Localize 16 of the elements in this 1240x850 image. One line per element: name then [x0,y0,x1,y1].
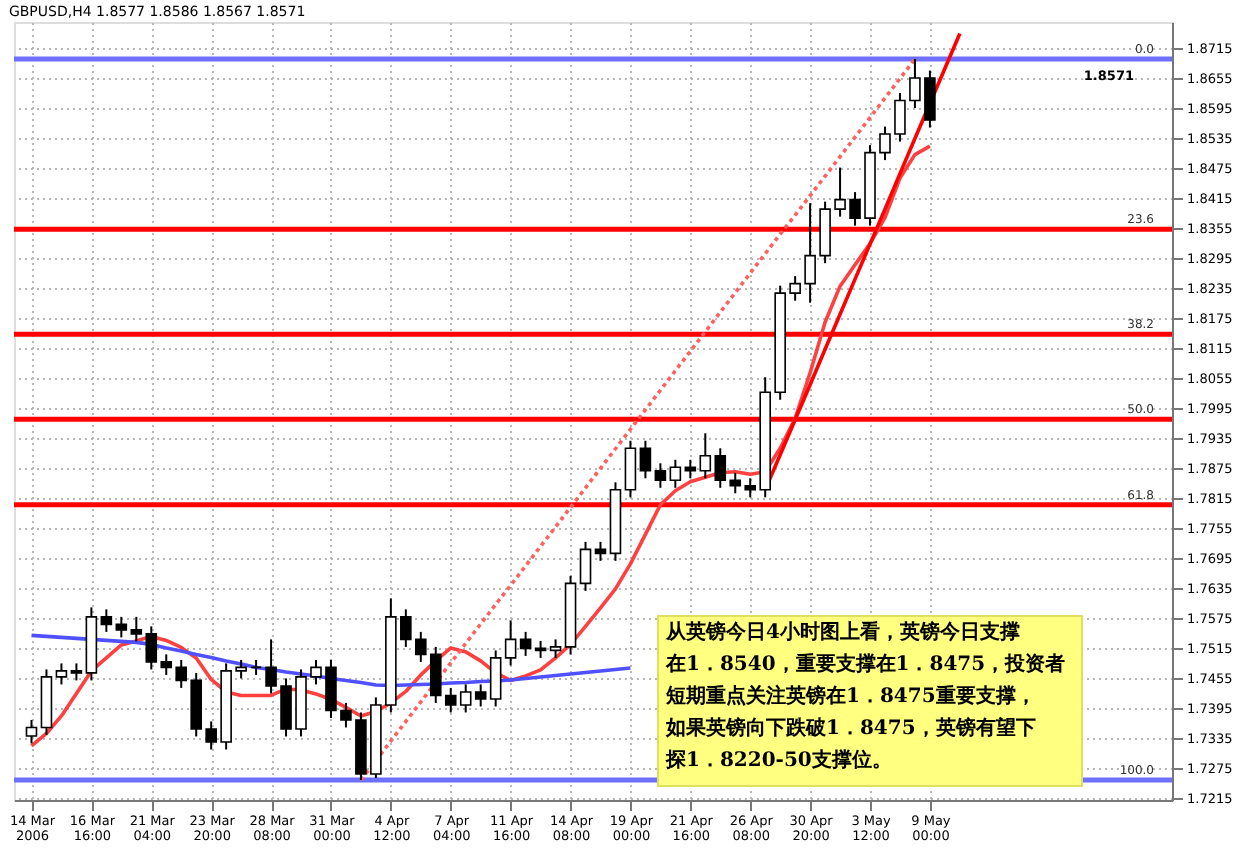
candlestick [684,458,697,480]
candlestick [624,439,637,499]
candlestick [549,638,562,659]
candlestick [519,630,532,657]
candlestick [250,658,262,676]
candlestick [504,619,517,667]
candlestick [489,649,502,708]
candlestick [55,662,68,686]
candlestick [115,615,128,639]
candlestick [669,458,682,489]
candlestick [100,608,113,633]
annotation: 从英镑今日4小时图上看，英镑今日支撑在1．8540，重要支撑在1．8475，投资者短期重点关注英镑在1．8475重要支撑，如果英镑向下跌破1．8475，英镑有望下探1．8220-50支撑位。 [664,620,1066,772]
candlestick [579,540,592,592]
candlestick [639,439,652,480]
candlestick [654,462,667,489]
candlestick [25,718,38,745]
